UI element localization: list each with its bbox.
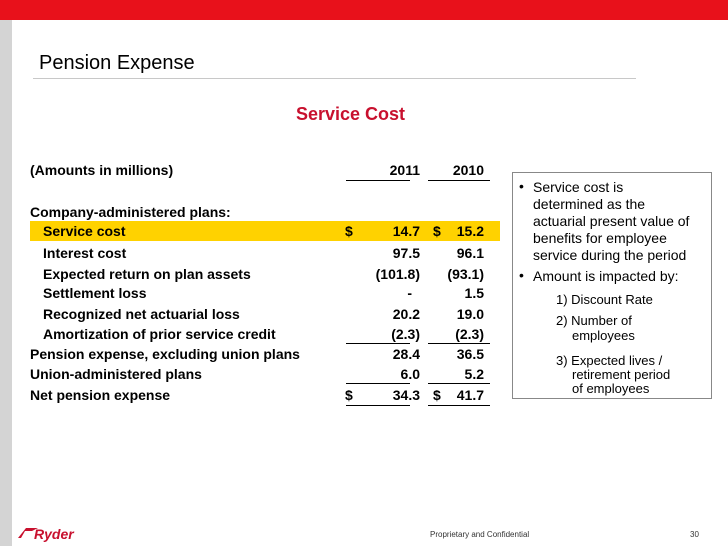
header-underline-2011 [346, 180, 410, 181]
value-2010: 5.2 [464, 366, 484, 382]
svg-text:Ryder: Ryder [34, 526, 75, 542]
table-row-total: Net pension expense $ 34.3 $ 41.7 [30, 385, 500, 405]
row-label: Expected return on plan assets [43, 266, 251, 282]
value-2011: (2.3) [391, 326, 420, 342]
row-label: Union-administered plans [30, 366, 202, 382]
title-divider [33, 78, 636, 79]
value-2011: 97.5 [392, 245, 420, 261]
bullet-1-line-5: service during the period [533, 247, 687, 263]
slide-subtitle: Service Cost [296, 104, 406, 124]
impact-item-3-cont-1: retirement period [572, 367, 671, 382]
table-row: Union-administered plans 6.0 5.2 [30, 364, 500, 384]
table-row-service-cost: Service cost $ 14.7 $ 15.2 [30, 221, 500, 241]
value-2010: (93.1) [447, 266, 484, 282]
table-row: Expected return on plan assets (101.8) (… [30, 264, 500, 284]
header-underline-2010 [428, 180, 490, 181]
footer-confidential: Proprietary and Confidential [430, 530, 530, 539]
impact-item-1: 1) Discount Rate [556, 292, 653, 307]
value-2010: 19.0 [456, 306, 484, 322]
row-label: Pension expense, excluding union plans [30, 346, 300, 362]
ryder-logo: Ryder [16, 522, 88, 544]
slide-title: Pension Expense [39, 52, 195, 74]
value-2010: 41.7 [456, 387, 484, 403]
value-2011: 28.4 [392, 346, 420, 362]
row-label: Service cost [43, 223, 126, 239]
row-label: Amortization of prior service credit [43, 326, 276, 342]
impact-item-2-cont: employees [572, 328, 635, 343]
value-2011: - [407, 285, 412, 301]
row-label: Interest cost [43, 245, 127, 261]
notes-box: • Service cost is determined as the actu… [512, 172, 712, 399]
row-label: Net pension expense [30, 387, 171, 403]
value-2011: 34.3 [392, 387, 420, 403]
total-double-underline-2011 [346, 405, 410, 406]
value-2011: (101.8) [375, 266, 420, 282]
total-double-underline-2010 [428, 405, 490, 406]
total-underline-2011 [346, 383, 410, 384]
section-label: Company-administered plans: [30, 204, 231, 220]
bullet-1-line-1: Service cost is [533, 179, 624, 195]
value-2011: 6.0 [400, 366, 420, 382]
dollar-sign: $ [345, 223, 353, 239]
dollar-sign: $ [433, 223, 441, 239]
impact-item-3: 3) Expected lives / [556, 353, 663, 368]
dollar-sign: $ [345, 387, 353, 403]
value-2011: 14.7 [392, 223, 420, 239]
value-2010: 15.2 [456, 223, 484, 239]
value-2010: 96.1 [456, 245, 484, 261]
impact-item-2: 2) Number of [556, 313, 632, 328]
page-number: 30 [690, 530, 699, 539]
subtotal-underline-2011 [346, 343, 410, 344]
value-2011: 20.2 [392, 306, 420, 322]
row-label: Recognized net actuarial loss [43, 306, 240, 322]
dollar-sign: $ [433, 387, 441, 403]
value-2010: 1.5 [464, 285, 484, 301]
ryder-logo-icon: Ryder [18, 526, 75, 542]
impact-item-3-cont-2: of employees [572, 381, 650, 396]
left-side-bar [0, 20, 12, 546]
bullet-1-line-2: determined as the [533, 196, 646, 212]
table-row: Recognized net actuarial loss 20.2 19.0 [30, 304, 500, 324]
table-row: Interest cost 97.5 96.1 [30, 243, 500, 263]
top-brand-bar [0, 0, 728, 20]
table-header-row: (Amounts in millions) 2011 2010 [30, 160, 500, 180]
header-label: (Amounts in millions) [30, 162, 174, 178]
bullet-icon: • [519, 267, 524, 283]
section-label-row: Company-administered plans: [30, 202, 500, 222]
bullet-1-line-3: actuarial present value of [533, 213, 690, 229]
header-col-2011: 2011 [389, 162, 420, 178]
table-row: Settlement loss - 1.5 [30, 283, 500, 303]
subtotal-underline-2010 [428, 343, 490, 344]
header-col-2010: 2010 [452, 162, 484, 178]
bullet-icon: • [519, 178, 524, 194]
bullet-1-line-4: benefits for employee [533, 230, 667, 246]
bullet-2: Amount is impacted by: [533, 268, 679, 284]
total-underline-2010 [428, 383, 490, 384]
value-2010: 36.5 [456, 346, 484, 362]
table-row: Amortization of prior service credit (2.… [30, 324, 500, 344]
row-label: Settlement loss [43, 285, 147, 301]
table-row-subtotal: Pension expense, excluding union plans 2… [30, 344, 500, 364]
value-2010: (2.3) [455, 326, 484, 342]
